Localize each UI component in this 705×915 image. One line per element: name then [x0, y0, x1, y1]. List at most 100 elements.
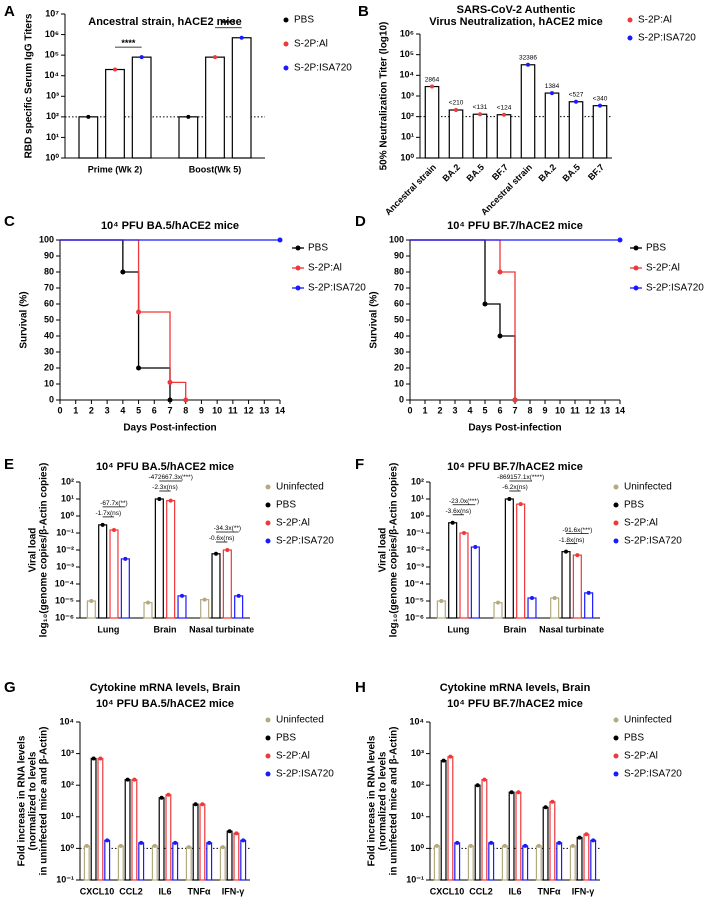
- x-tick-label: BA.2: [537, 162, 559, 184]
- comparison-label: -2.3x(ns): [152, 484, 178, 491]
- y-tick-label: 70: [394, 282, 404, 292]
- bar-point: [475, 783, 480, 788]
- bar: [561, 551, 571, 619]
- bar-point: [591, 838, 596, 843]
- y-tick-label: 100: [39, 234, 54, 244]
- legend-label: S-2P:ISA720: [624, 536, 682, 547]
- bar: [433, 845, 440, 881]
- y-tick-label: 10²: [411, 780, 424, 790]
- bar-point: [598, 103, 602, 108]
- legend-label: PBS: [276, 733, 296, 744]
- bar: [501, 845, 508, 881]
- x-tick-label: 12: [585, 405, 595, 415]
- y-tick-label: 10⁻²: [56, 544, 74, 554]
- legend-marker: [613, 753, 619, 759]
- legend-label: PBS: [294, 15, 314, 26]
- y-tick-label: 80: [394, 266, 404, 276]
- x-tick-label: 0: [57, 405, 62, 415]
- bar: [542, 806, 549, 881]
- x-tick-label: 8: [527, 405, 532, 415]
- legend-label: S-2P:ISA720: [294, 63, 352, 74]
- bar: [158, 797, 165, 881]
- value-label: 32386: [519, 55, 537, 62]
- y-tick-label: 10: [44, 378, 54, 388]
- y-tick-label: 10⁰: [410, 510, 424, 520]
- comparison-label: ****: [121, 38, 136, 48]
- y-axis-label: (normalized to levels: [378, 751, 389, 850]
- x-tick-label: TNFα: [187, 886, 210, 896]
- x-tick-label: CXCL10: [430, 886, 465, 896]
- bar: [120, 558, 130, 619]
- comparison-label: -6.2x(ns): [502, 484, 528, 491]
- x-tick-label: BF.7: [490, 162, 510, 182]
- value-label: <527: [569, 91, 584, 98]
- panel-label: F: [355, 456, 364, 473]
- x-tick-label: 10: [555, 405, 565, 415]
- legend-marker: [613, 520, 619, 526]
- legend-marker: [613, 771, 619, 777]
- y-axis-label: Viral load: [378, 528, 389, 573]
- bar: [549, 801, 556, 881]
- x-tick-label: BA.5: [465, 162, 487, 184]
- bar-point: [441, 758, 446, 763]
- x-tick-label: 9: [542, 405, 547, 415]
- bar: [109, 529, 119, 619]
- x-tick-label: 6: [152, 405, 157, 415]
- bar-point: [496, 600, 500, 605]
- bar-point: [570, 843, 575, 848]
- bar: [535, 845, 542, 881]
- panel-label: C: [4, 213, 15, 230]
- legend-marker: [633, 265, 639, 271]
- bar: [459, 532, 469, 619]
- legend-marker: [295, 245, 301, 251]
- x-axis-label: Days Post-infection: [123, 423, 216, 434]
- bar-point: [564, 549, 568, 554]
- bar: [508, 791, 515, 881]
- bar: [488, 842, 495, 881]
- bar-point: [557, 840, 562, 845]
- bar: [448, 522, 458, 619]
- legend-marker: [265, 484, 271, 490]
- y-tick-label: 40: [44, 330, 54, 340]
- legend-marker: [613, 484, 619, 490]
- x-tick-label: CCL2: [119, 886, 143, 896]
- bar: [104, 839, 111, 881]
- y-axis-label: Viral load: [28, 528, 39, 573]
- x-tick-label: Lung: [97, 624, 119, 634]
- legend-marker: [283, 65, 289, 71]
- x-tick-label: 12: [244, 405, 254, 415]
- bar: [583, 833, 590, 881]
- bar-point: [220, 845, 225, 850]
- bar-point: [84, 843, 89, 848]
- bar-point: [489, 840, 494, 845]
- bar-point: [139, 840, 144, 845]
- y-tick-label: 10⁻¹: [56, 874, 74, 884]
- x-tick-label: 3: [452, 405, 457, 415]
- bar: [143, 602, 153, 619]
- bar: [90, 757, 97, 881]
- y-tick-label: 0: [49, 394, 54, 404]
- y-tick-label: 10⁰: [60, 843, 74, 853]
- bar-point: [186, 845, 191, 850]
- x-tick-label: BA.2: [441, 162, 463, 184]
- panel-label: D: [355, 213, 366, 230]
- comparison-label: ****: [221, 19, 236, 29]
- y-tick-label: 10⁵: [45, 50, 59, 60]
- bar-point: [100, 522, 105, 527]
- y-tick-label: 10⁶: [45, 29, 59, 39]
- bar-point: [509, 790, 514, 795]
- bar: [440, 760, 447, 881]
- bar: [448, 109, 464, 159]
- y-tick-label: 10¹: [61, 811, 74, 821]
- bar: [576, 836, 583, 881]
- bar: [105, 68, 125, 159]
- x-tick-label: 4: [467, 405, 472, 415]
- bar-point: [105, 838, 110, 843]
- legend-marker: [265, 538, 271, 544]
- y-tick-label: 10⁻⁶: [405, 612, 424, 622]
- y-tick-label: 10³: [46, 91, 59, 101]
- y-axis-label: 50% Neutralization Titer (log10): [379, 22, 390, 171]
- y-tick-label: 10²: [401, 111, 414, 121]
- bar: [493, 602, 503, 619]
- legend-label: S-2P:Al: [276, 751, 310, 762]
